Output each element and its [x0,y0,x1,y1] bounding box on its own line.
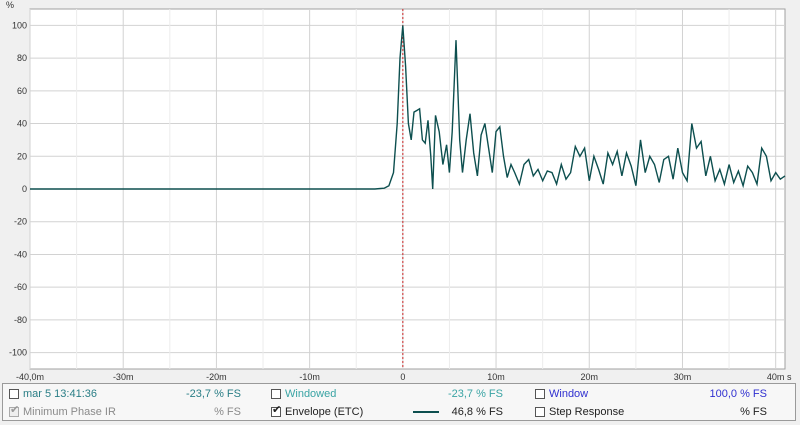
legend-label: Step Response [549,406,625,418]
legend-label: Windowed [285,388,337,400]
y-tick-label: -60 [14,282,27,292]
series-line-envelope [30,25,786,190]
legend-item[interactable]: ✔ Envelope (ETC) 46,8 % FS [271,404,503,420]
y-tick-label: -40 [14,249,27,259]
x-unit-label: s [787,372,792,382]
y-tick-label: 100 [12,20,27,30]
x-tick-label: -30m [113,372,134,382]
y-tick-label: 20 [17,151,27,161]
legend-item[interactable]: Step Response % FS [535,404,767,420]
grid-lines [29,9,785,369]
legend-value: % FS [214,406,241,418]
legend-checkbox: ✔ [9,404,20,417]
legend-checkbox[interactable] [535,407,545,417]
legend-panel: mar 5 13:41:36 -23,7 % FS Windowed -23,7 % … [2,383,796,421]
check-icon: ✔ [10,404,20,416]
y-axis: 100 80 60 40 20 0 -20 -40 -60 -80 -100 [9,20,27,357]
x-tick-label: -40,0m [16,372,44,382]
x-tick-label: 20m [581,372,599,382]
y-tick-label: -80 [14,315,27,325]
y-tick-label: 60 [17,86,27,96]
y-unit-label: % [6,0,14,10]
x-tick-label: 40m [767,372,785,382]
x-tick-label: 0 [400,372,405,382]
legend-item[interactable]: Windowed -23,7 % FS [271,386,503,402]
legend-value: -23,7 % FS [447,388,503,400]
y-tick-label: 40 [17,119,27,129]
legend-label: Window [549,388,589,400]
legend-label: Envelope (ETC) [285,406,364,418]
legend-item[interactable]: mar 5 13:41:36 -23,7 % FS [9,386,241,402]
legend-series-swatch [413,411,439,413]
legend-checkbox[interactable]: ✔ [271,404,282,417]
x-tick-label: -20m [206,372,227,382]
legend-label: Minimum Phase IR [23,406,116,418]
x-axis: -40,0m -30m -20m -10m 0 10m 20m 30m 40m [16,372,784,382]
x-tick-label: 30m [674,372,692,382]
legend-label: mar 5 13:41:36 [23,388,97,400]
y-tick-label: 80 [17,53,27,63]
x-tick-label: 10m [487,372,505,382]
legend-checkbox[interactable] [271,389,281,399]
legend-checkbox[interactable] [535,389,545,399]
legend-item[interactable]: Window 100,0 % FS [535,386,767,402]
legend-value: 100,0 % FS [709,388,767,400]
legend-value: -23,7 % FS [185,388,241,400]
x-tick-label: -10m [299,372,320,382]
y-tick-label: 0 [22,184,27,194]
y-tick-label: -100 [9,348,27,358]
legend-value: 46,8 % FS [451,406,503,418]
check-icon: ✔ [272,404,282,416]
legend-checkbox[interactable] [9,389,19,399]
legend-value: % FS [740,406,767,418]
y-tick-label: -20 [14,217,27,227]
legend-item[interactable]: ✔ Minimum Phase IR % FS [9,404,241,420]
